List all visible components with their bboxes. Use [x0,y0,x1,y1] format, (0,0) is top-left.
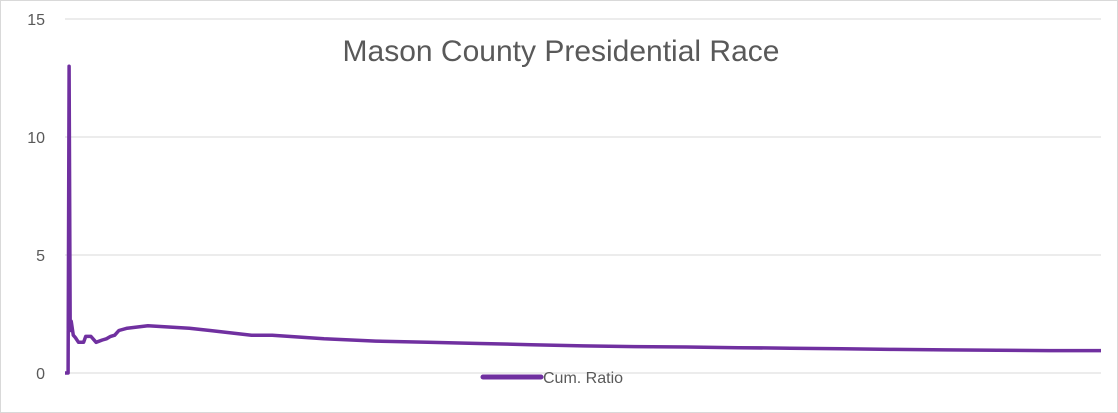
y-axis-ticks: 0 5 10 15 [27,12,45,383]
y-tick-label: 15 [27,12,45,29]
series-layer [65,64,1101,375]
y-tick-label: 5 [36,248,45,265]
series-line-cum-ratio [65,64,1101,375]
chart-title: Mason County Presidential Race [343,35,780,68]
y-tick-label: 10 [27,130,45,147]
y-tick-label: 0 [36,366,45,383]
legend: Cum. Ratio [480,370,623,387]
legend-label: Cum. Ratio [543,370,623,387]
gridlines [65,18,1101,374]
